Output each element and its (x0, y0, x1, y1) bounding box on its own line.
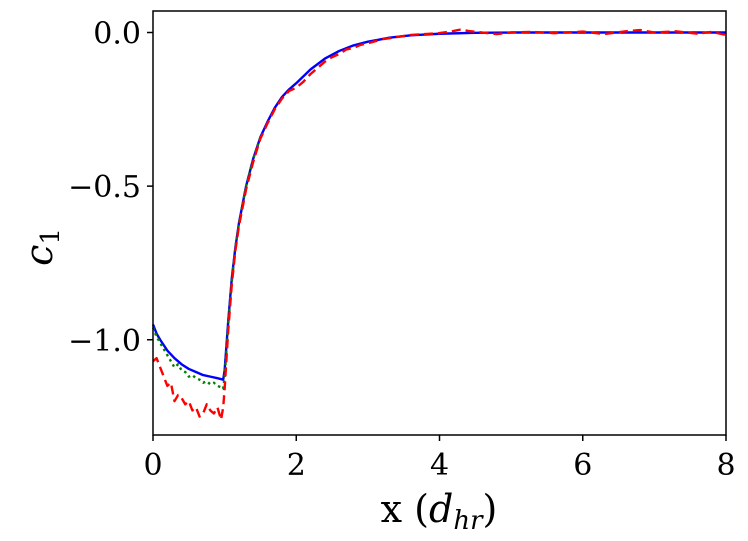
x-axis: 0 2 4 6 8 (143, 435, 736, 483)
y-tick-label: −0.5 (68, 170, 141, 205)
series-line-1 (151, 31, 726, 381)
y-axis: 0.0 −0.5 −1.0 (68, 17, 153, 359)
x-tick-label: 6 (573, 448, 592, 483)
series-layer (151, 28, 727, 421)
series-line-3 (152, 28, 727, 421)
x-tick-label: 4 (430, 448, 449, 483)
y-tick-label: −1.0 (68, 324, 141, 359)
x-tick-label: 0 (143, 448, 162, 483)
x-tick-label: 8 (716, 448, 735, 483)
x-tick-label: 2 (287, 448, 306, 483)
series-line-2 (151, 136, 262, 391)
y-axis-label: c1 (17, 228, 66, 266)
y-tick-label: 0.0 (93, 17, 141, 52)
x-axis-label: x (dhr) (381, 487, 498, 536)
